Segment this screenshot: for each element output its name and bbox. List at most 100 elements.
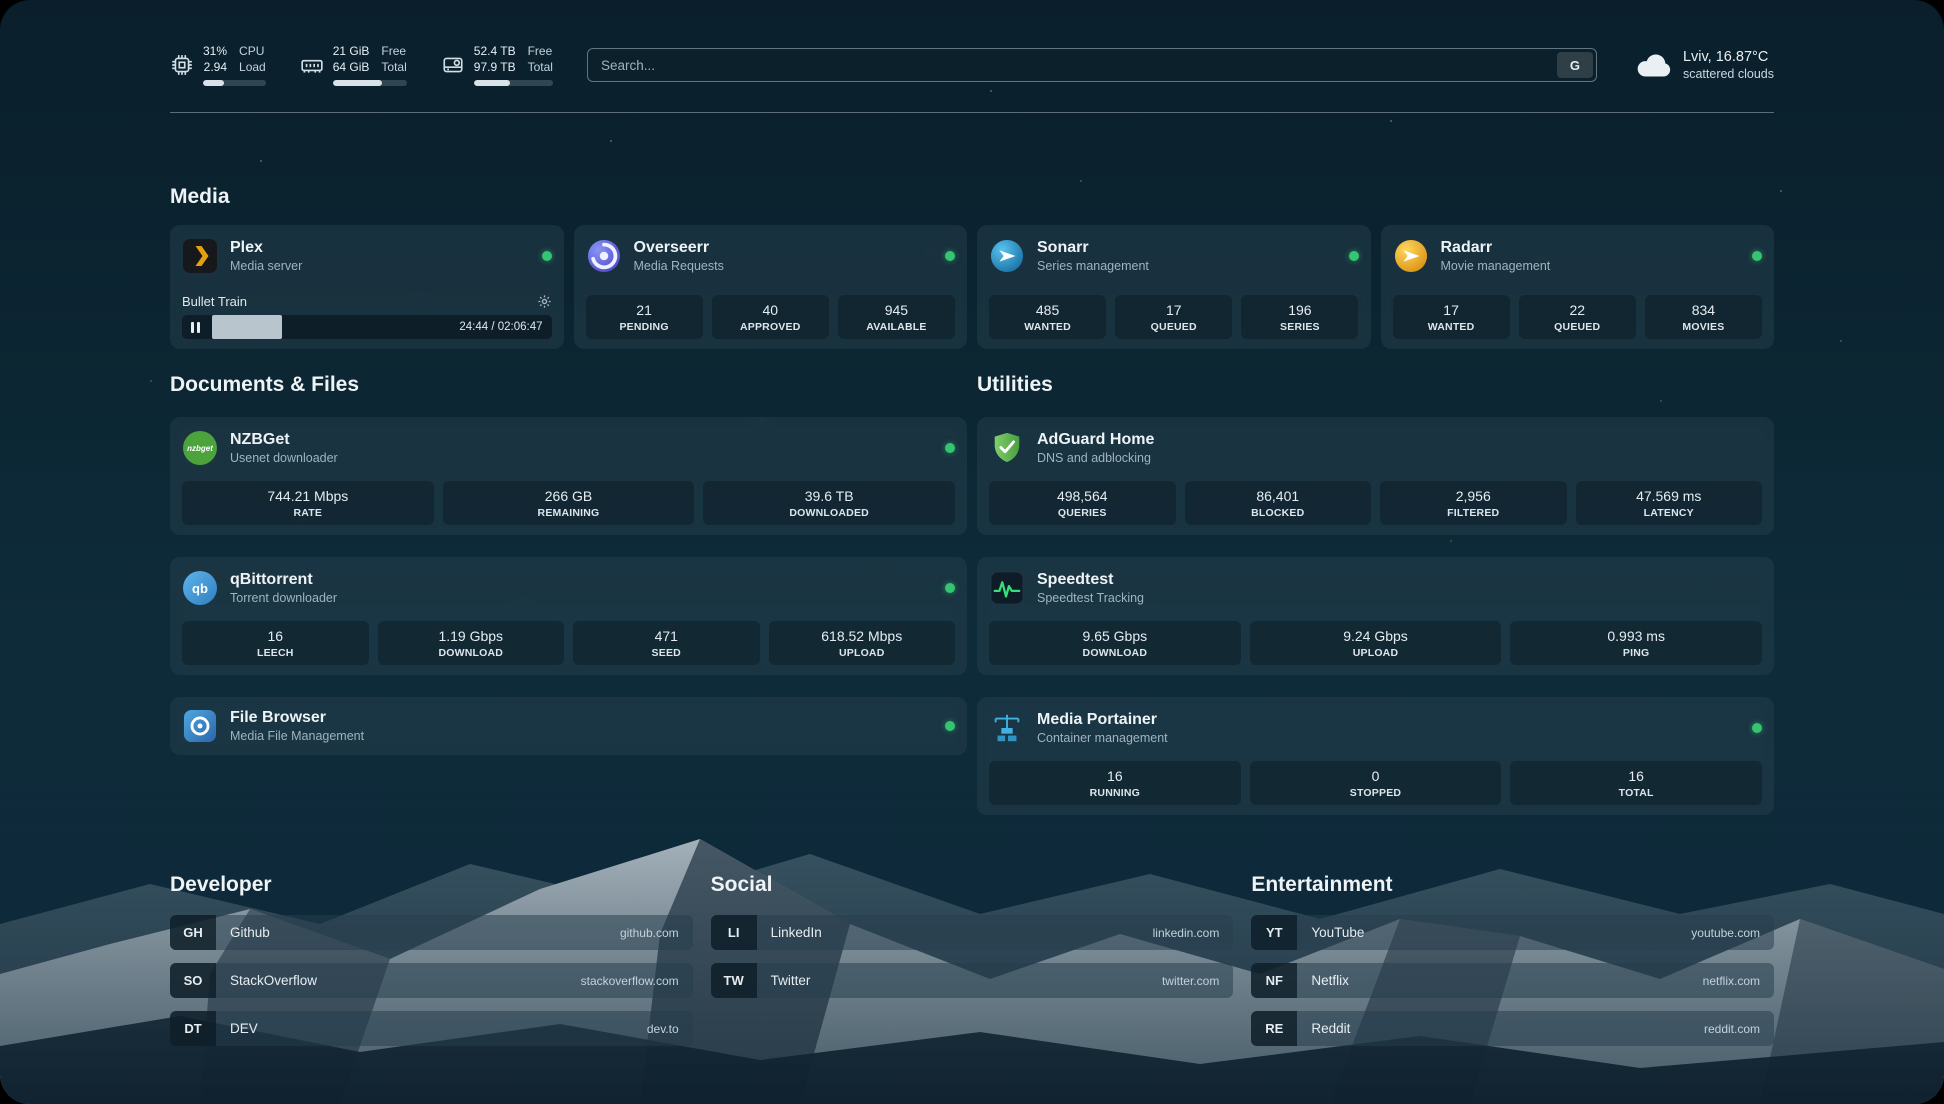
bookmark-url: github.com: [619, 925, 679, 940]
ram-progress-fill: [332, 80, 383, 87]
ram-progress-bar: [332, 80, 407, 87]
bookmark-reddit[interactable]: RE Reddit reddit.com: [1251, 1011, 1774, 1047]
bookmark-youtube[interactable]: YT YouTube youtube.com: [1251, 915, 1774, 951]
bookmark-url: twitter.com: [1161, 973, 1220, 988]
cpu-progress-fill: [203, 80, 224, 87]
stat-remaining: 266 GB REMAINING: [442, 481, 695, 526]
cpu-load-label: Load: [239, 59, 266, 74]
bookmark-badge: LI: [710, 915, 757, 951]
bookmark-url: dev.to: [646, 1021, 679, 1036]
cloud-icon: [1637, 54, 1671, 77]
plex-icon: [182, 238, 218, 274]
pause-icon: [191, 321, 200, 333]
bookmark-badge: YT: [1251, 915, 1298, 951]
ram-free-value: 21 GiB: [332, 44, 370, 58]
status-indicator: [945, 443, 955, 454]
bookmark-url: linkedin.com: [1152, 925, 1220, 940]
bookmark-linkedin[interactable]: LI LinkedIn linkedin.com: [710, 915, 1234, 951]
stat-filtered: 2,956 FILTERED: [1380, 481, 1567, 526]
stat-upload: 9.24 Gbps UPLOAD: [1249, 621, 1502, 666]
stat-series: 196 SERIES: [1241, 295, 1359, 340]
disk-widget: 52.4 TB 97.9 TB Free Total: [441, 44, 553, 87]
status-indicator: [541, 251, 552, 262]
status-indicator: [1752, 723, 1762, 734]
weather-location-temp: Lviv, 16.87°C: [1682, 49, 1769, 66]
cpu-usage-label: CPU: [239, 44, 265, 58]
gear-icon[interactable]: [537, 294, 552, 309]
section-social: Social LI LinkedIn linkedin.com TW Twitt…: [710, 873, 1234, 1059]
bookmark-name: Twitter: [770, 973, 811, 989]
app-desc: Speedtest Tracking: [1037, 591, 1145, 606]
app-card-sonarr[interactable]: Sonarr Series management 485 WANTED 17 Q…: [977, 225, 1371, 350]
cpu-progress-bar: [203, 80, 266, 87]
section-developer: Developer GH Github github.com SO StackO…: [170, 873, 693, 1059]
stat-approved: 40 APPROVED: [711, 295, 829, 340]
sonarr-icon: [989, 238, 1025, 274]
bookmark-name: LinkedIn: [770, 925, 822, 941]
app-card-adguard[interactable]: AdGuard Home DNS and adblocking 498,564 …: [977, 417, 1774, 536]
bookmark-badge: TW: [710, 963, 757, 999]
disk-progress-bar: [473, 80, 553, 87]
stat-seed: 471 SEED: [573, 621, 760, 666]
status-indicator: [945, 583, 955, 594]
app-card-speedtest[interactable]: Speedtest Speedtest Tracking 9.65 Gbps D…: [977, 557, 1774, 676]
stat-pending: 21 PENDING: [585, 295, 703, 340]
stat-ping: 0.993 ms PING: [1510, 621, 1762, 666]
stat-available: 945 AVAILABLE: [837, 295, 955, 340]
app-card-portainer[interactable]: Media Portainer Container management 16 …: [977, 697, 1774, 816]
disk-total-label: Total: [527, 59, 553, 74]
app-card-nzbget[interactable]: nzbget NZBGet Usenet downloader 744.21 M…: [170, 417, 967, 536]
app-name: Media Portainer: [1037, 710, 1158, 728]
adguard-icon: [989, 430, 1025, 466]
header-divider: [170, 112, 1774, 114]
stat-wanted: 485 WANTED: [989, 295, 1107, 340]
app-card-overseerr[interactable]: Overseerr Media Requests 21 PENDING 40 A…: [573, 225, 967, 350]
stat-movies: 834 MOVIES: [1644, 295, 1762, 340]
app-card-plex[interactable]: Plex Media server Bullet Train: [170, 225, 564, 350]
stat-download: 1.19 Gbps DOWNLOAD: [377, 621, 564, 666]
bookmark-badge: NF: [1251, 963, 1298, 999]
search-bar: G: [586, 48, 1597, 83]
search-input[interactable]: [590, 57, 1557, 73]
bookmark-netflix[interactable]: NF Netflix netflix.com: [1251, 963, 1774, 999]
bookmark-url: youtube.com: [1691, 925, 1760, 940]
system-stats: 31% 2.94 CPU Load: [170, 44, 553, 87]
cpu-load-value: 2.94: [203, 59, 228, 74]
stat-queued: 22 QUEUED: [1518, 295, 1636, 340]
developer-section-title: Developer: [170, 873, 272, 897]
bookmark-name: Netflix: [1311, 973, 1349, 989]
stat-leech: 16 LEECH: [182, 621, 369, 666]
app-name: qBittorrent: [230, 570, 313, 588]
app-name: File Browser: [230, 708, 327, 726]
bookmark-dev[interactable]: DT DEV dev.to: [170, 1011, 693, 1047]
app-name: Plex: [230, 238, 263, 256]
bookmark-twitter[interactable]: TW Twitter twitter.com: [710, 963, 1234, 999]
bookmark-stackoverflow[interactable]: SO StackOverflow stackoverflow.com: [170, 963, 693, 999]
stat-latency: 47.569 ms LATENCY: [1575, 481, 1762, 526]
status-indicator: [945, 721, 955, 732]
stat-downloaded: 39.6 TB DOWNLOADED: [703, 481, 955, 526]
disk-free-value: 52.4 TB: [473, 44, 516, 58]
entertainment-section-title: Entertainment: [1251, 873, 1393, 897]
app-card-filebrowser[interactable]: File Browser Media File Management: [170, 697, 967, 756]
bookmark-github[interactable]: GH Github github.com: [170, 915, 693, 951]
stat-queued: 17 QUEUED: [1115, 295, 1233, 340]
app-card-qbittorrent[interactable]: qb qBittorrent Torrent downloader 16: [170, 557, 967, 676]
cpu-icon: [172, 55, 192, 75]
documents-section-title: Documents & Files: [170, 373, 360, 397]
app-card-radarr[interactable]: Radarr Movie management 17 WANTED 22 QUE…: [1380, 225, 1774, 350]
portainer-icon: [989, 710, 1025, 746]
bookmark-name: Reddit: [1311, 1021, 1351, 1037]
bookmark-url: stackoverflow.com: [580, 973, 679, 988]
speedtest-icon: [989, 570, 1025, 606]
app-desc: Torrent downloader: [230, 591, 338, 606]
stat-running: 16 RUNNING: [989, 761, 1241, 806]
status-indicator: [1348, 251, 1359, 262]
stat-queries: 498,564 QUERIES: [989, 481, 1176, 526]
cpu-usage-value: 31%: [203, 44, 228, 58]
topbar: 31% 2.94 CPU Load: [170, 0, 1774, 87]
app-desc: Media server: [230, 259, 303, 274]
app-desc: Usenet downloader: [230, 451, 338, 466]
search-engine-button[interactable]: G: [1556, 52, 1593, 79]
status-indicator: [945, 251, 955, 262]
